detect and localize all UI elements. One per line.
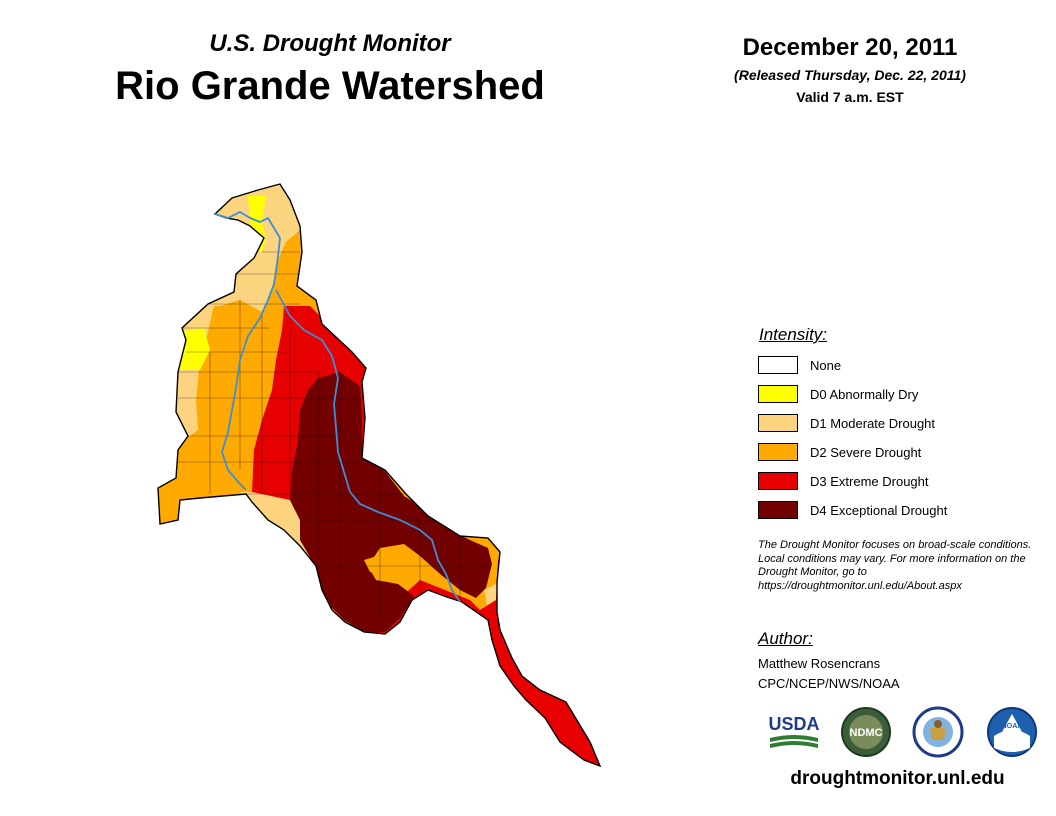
legend-swatch xyxy=(758,472,798,490)
drought-monitor-note: The Drought Monitor focuses on broad-sca… xyxy=(758,539,1032,592)
valid-time: Valid 7 a.m. EST xyxy=(796,89,904,105)
legend-swatch xyxy=(758,501,798,519)
map-title: Rio Grande Watershed xyxy=(115,64,545,108)
d3-southeast-area xyxy=(512,672,600,766)
release-date: (Released Thursday, Dec. 22, 2011) xyxy=(734,67,966,83)
legend-title: Intensity: xyxy=(759,325,828,344)
drought-areas xyxy=(158,184,600,766)
legend-label: None xyxy=(810,357,842,373)
author-heading: Author: xyxy=(758,629,813,648)
river-lower xyxy=(275,289,461,603)
usda-logo: USDA xyxy=(768,714,820,748)
legend-item-d0: D0 Abnormally Dry xyxy=(758,384,918,404)
legend-label: D1 Moderate Drought xyxy=(810,415,936,431)
usda-logo-text: USDA xyxy=(768,714,819,734)
commerce-seal-icon xyxy=(912,706,964,758)
ndmc-logo: NDMC xyxy=(841,707,891,757)
legend-item-d4: D4 Exceptional Drought xyxy=(758,500,947,520)
legend-item-none: None xyxy=(758,355,841,375)
legend-label: D4 Exceptional Drought xyxy=(810,502,948,518)
legend-item-d2: D2 Severe Drought xyxy=(758,442,921,462)
county-lines xyxy=(178,251,490,620)
author-org: CPC/NCEP/NWS/NOAA xyxy=(758,676,900,691)
legend-swatch xyxy=(758,414,798,432)
legend-label: D2 Severe Drought xyxy=(810,444,922,460)
website-link[interactable]: droughtmonitor.unl.edu xyxy=(790,768,1005,789)
legend-item-d3: D3 Extreme Drought xyxy=(758,471,929,491)
d2-pocket-area xyxy=(364,552,414,578)
legend-item-d1: D1 Moderate Drought xyxy=(758,413,935,433)
ndmc-logo-text: NDMC xyxy=(850,727,883,739)
legend-swatch xyxy=(758,356,798,374)
legend-label: D3 Extreme Drought xyxy=(810,473,929,489)
noaa-logo-text: NOAA xyxy=(1002,723,1023,730)
legend-label: D0 Abnormally Dry xyxy=(810,386,919,402)
legend-swatch xyxy=(758,443,798,461)
map-date: December 20, 2011 xyxy=(742,34,958,61)
river-upper xyxy=(214,210,281,491)
noaa-logo: NOAA xyxy=(987,707,1037,757)
author-name: Matthew Rosencrans xyxy=(758,656,881,671)
map-subtitle: U.S. Drought Monitor xyxy=(209,30,451,57)
legend-swatch xyxy=(758,385,798,403)
